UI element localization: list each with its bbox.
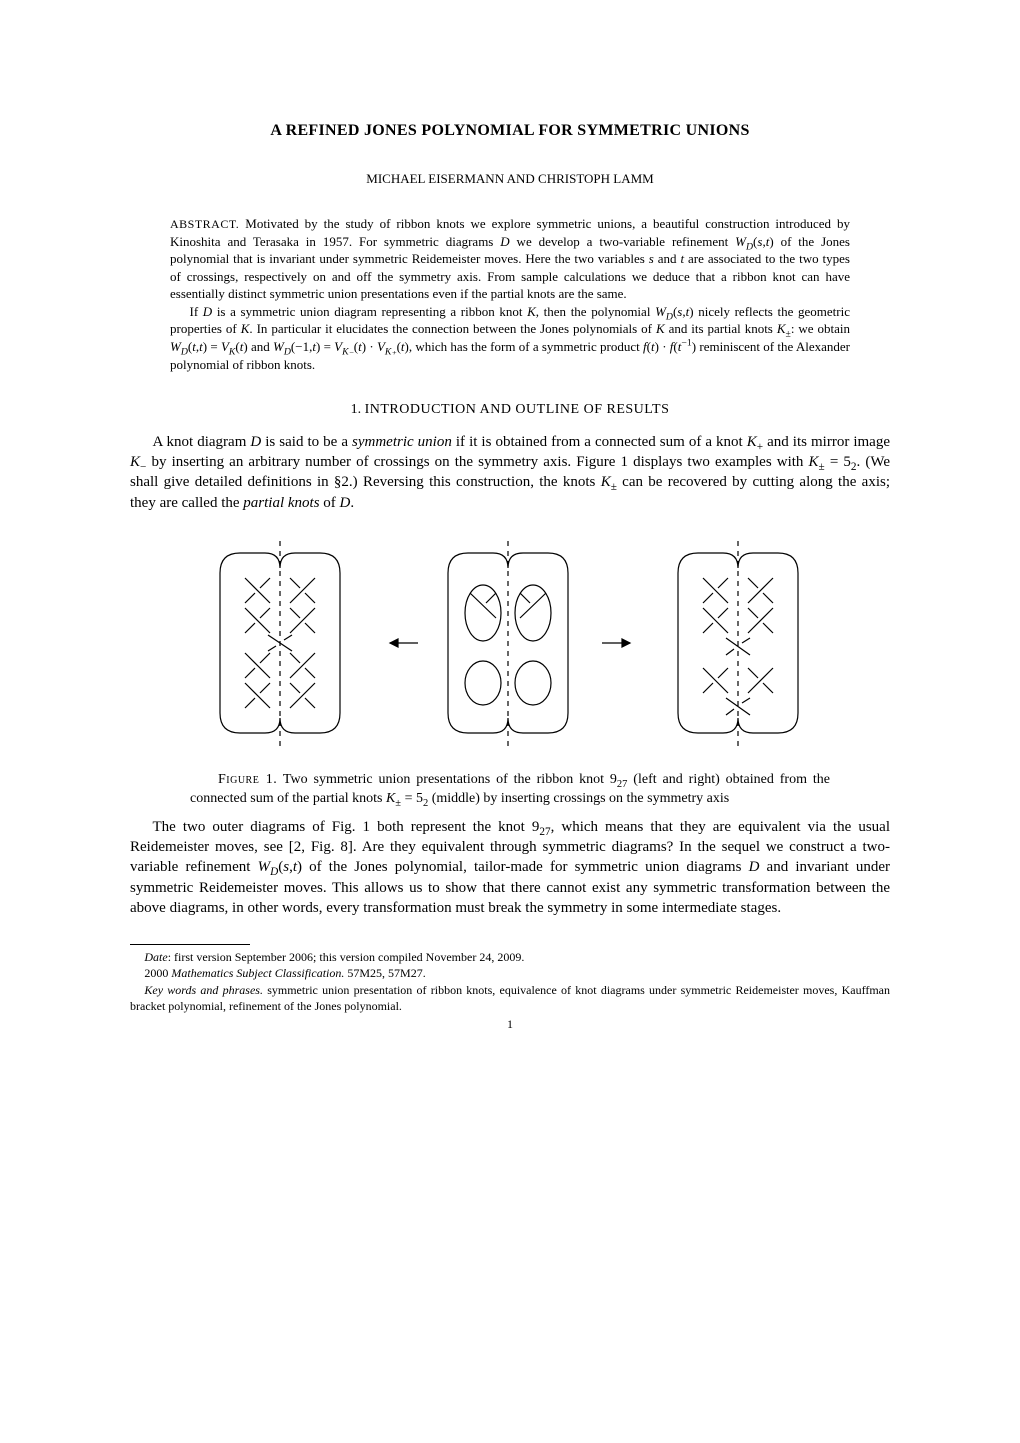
authors: MICHAEL EISERMANN AND CHRISTOPH LAMM xyxy=(130,170,890,188)
footnotes: Date: first version September 2006; this… xyxy=(130,949,890,1014)
arrow-right-icon xyxy=(602,639,630,647)
paragraph-1: A knot diagram D is said to be a symmetr… xyxy=(130,432,890,513)
p1-e: and its mirror image xyxy=(763,434,890,450)
abstract-p2-i: , which has the form of a symmetric prod… xyxy=(409,339,643,354)
sym-D2: D xyxy=(203,304,212,319)
fn-date-label: Date xyxy=(144,950,167,964)
paragraph-2: The two outer diagrams of Fig. 1 both re… xyxy=(130,817,890,918)
p1-f: by inserting an arbitrary number of cros… xyxy=(146,454,808,470)
figcap-d: (middle) by inserting crossings on the s… xyxy=(428,791,729,806)
p1-D: D xyxy=(250,434,261,450)
abstract-p1-b: we develop a two-variable refinement xyxy=(510,234,736,249)
abstract-p1-d: and xyxy=(654,251,681,266)
section-title: INTRODUCTION AND OUTLINE OF RESULTS xyxy=(365,402,670,417)
abstract-p2-e: . In particular it elucidates the connec… xyxy=(249,321,656,336)
abstract-p2-a: If xyxy=(190,304,203,319)
p2-D: D xyxy=(749,859,760,875)
figcap-sub27: 27 xyxy=(617,779,628,790)
abstract-p2-f: and its partial knots xyxy=(665,321,777,336)
sym-K: K xyxy=(527,304,536,319)
p1-D2: D xyxy=(340,495,351,511)
figcap-b: Two symmetric union presentations of the… xyxy=(277,772,617,787)
abstract-p2-h: and xyxy=(248,339,273,354)
sym-K3: K xyxy=(656,321,665,336)
figure-1: Figure 1. Two symmetric union presentati… xyxy=(130,533,890,809)
p1-b: is said to be a xyxy=(261,434,352,450)
fn-kw-label: Key words and phrases. xyxy=(144,983,263,997)
fn-msc-italic: Mathematics Subject Classification. xyxy=(171,966,344,980)
figure-1-caption: Figure 1. Two symmetric union presentati… xyxy=(130,771,890,809)
p2-sub27: 27 xyxy=(539,826,550,838)
abstract-block: ABSTRACT. Motivated by the study of ribb… xyxy=(130,215,890,373)
p1-j: of xyxy=(320,495,340,511)
section-number: 1. xyxy=(351,402,362,417)
sym-D: D xyxy=(500,234,509,249)
abstract-p2-g: : we obtain xyxy=(791,321,850,336)
p1-c: symmetric union xyxy=(352,434,452,450)
knot-diagram-svg xyxy=(170,533,850,753)
figure-label: Figure 1. xyxy=(218,772,277,787)
p1-i: partial knots xyxy=(243,495,319,511)
p2-a: The two outer diagrams of Fig. 1 both re… xyxy=(153,819,540,835)
fn-date-text: : first version September 2006; this ver… xyxy=(168,950,525,964)
section-1-heading: 1. INTRODUCTION AND OUTLINE OF RESULTS xyxy=(130,401,890,420)
fn-msc-year: 2000 xyxy=(144,966,171,980)
paper-title: A REFINED JONES POLYNOMIAL FOR SYMMETRIC… xyxy=(130,120,890,142)
p2-c: of the Jones polynomial, tailor-made for… xyxy=(302,859,749,875)
abstract-p2-c: , then the polynomial xyxy=(536,304,655,319)
page-number: 1 xyxy=(130,1016,890,1032)
p1-a: A knot diagram xyxy=(153,434,251,450)
footnote-rule xyxy=(130,944,250,945)
abstract-label: ABSTRACT. xyxy=(170,217,239,231)
abstract-p2-b: is a symmetric union diagram representin… xyxy=(212,304,527,319)
fn-msc-text: 57M25, 57M27. xyxy=(344,966,425,980)
p1-d: if it is obtained from a connected sum o… xyxy=(452,434,747,450)
arrow-left-icon xyxy=(390,639,418,647)
